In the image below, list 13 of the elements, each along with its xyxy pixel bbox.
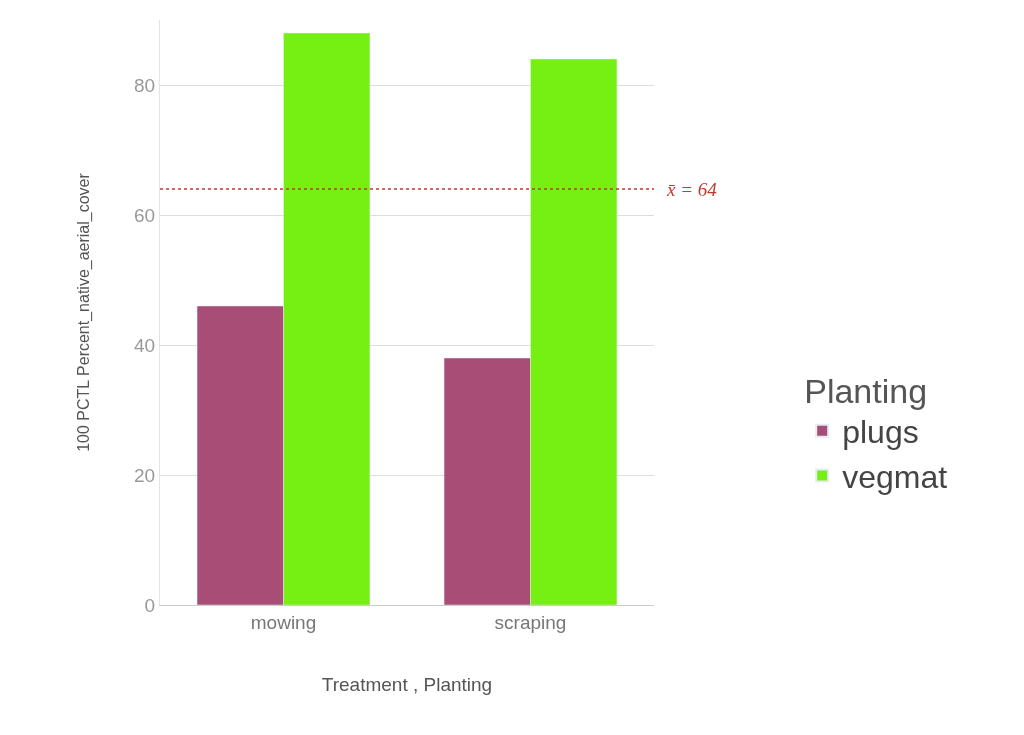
x-axis-title: Treatment , Planting	[321, 673, 493, 695]
ref-line-label: x̄ = 64	[666, 179, 718, 200]
y-tick-label: 0	[144, 594, 156, 616]
legend-label: vegmat	[842, 458, 948, 495]
y-tick-label: 20	[134, 464, 156, 486]
y-tick-label: 80	[134, 74, 156, 96]
legend-title: Planting	[804, 372, 928, 411]
x-tick-label: scraping	[494, 611, 567, 633]
y-tick-label: 60	[134, 204, 156, 226]
y-axis-title: 100 PCTL Percent_native_aerial_cover	[74, 172, 93, 452]
x-tick-label: mowing	[250, 611, 317, 633]
y-tick-label: 40	[134, 334, 156, 356]
legend-label: plugs	[842, 414, 919, 451]
